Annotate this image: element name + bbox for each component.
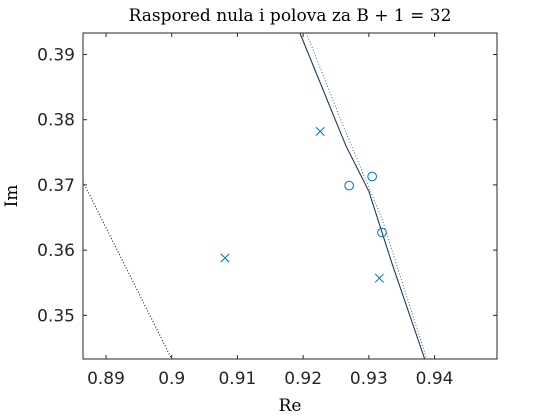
pole-marker (315, 126, 325, 137)
x-axis-label: Re (279, 396, 302, 416)
plot-frame (82, 32, 498, 360)
curve-dotted-1 (305, 32, 428, 360)
curve-solid-0 (299, 32, 426, 360)
x-ticks: 0.89 0.9 0.91 0.92 0.93 0.94 (87, 33, 454, 389)
x-tick-label: 0.9 (158, 369, 185, 389)
curve-dotted-2 (82, 181, 173, 360)
zero-marker (367, 171, 377, 182)
x-tick-label: 0.92 (284, 369, 322, 389)
y-ticks: 0.35 0.36 0.37 0.38 0.39 (37, 46, 497, 326)
y-tick-label: 0.39 (37, 46, 75, 66)
chart-title: Raspored nula i polova za B + 1 = 32 (129, 6, 452, 26)
pole-marker (374, 273, 384, 283)
y-tick-label: 0.37 (37, 176, 75, 196)
zero-marker (377, 227, 387, 238)
y-tick-label: 0.35 (37, 306, 75, 326)
y-tick-label: 0.38 (37, 111, 75, 131)
x-tick-label: 0.91 (218, 369, 256, 389)
x-tick-label: 0.89 (87, 369, 125, 389)
x-tick-label: 0.93 (350, 369, 388, 389)
curves-layer (82, 32, 428, 360)
pole-marker (220, 253, 230, 263)
x-tick-label: 0.94 (416, 369, 454, 389)
y-axis-label: Im (2, 185, 22, 208)
markers-layer (220, 126, 387, 283)
zero-marker (344, 180, 354, 191)
y-tick-label: 0.36 (37, 241, 75, 261)
